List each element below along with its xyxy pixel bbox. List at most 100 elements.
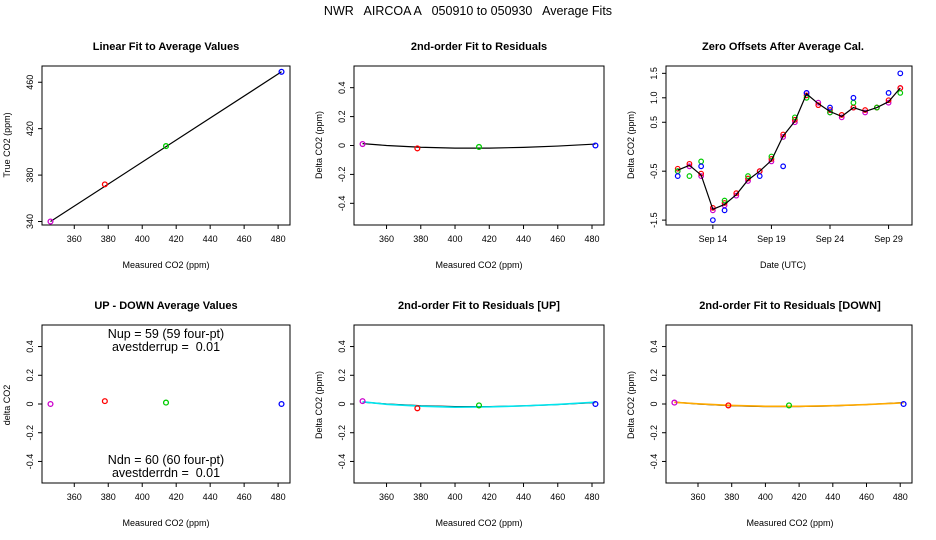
x-tick-label: 380 — [101, 234, 116, 244]
series-point — [815, 99, 822, 106]
x-tick-label: 420 — [482, 234, 497, 244]
data-point — [671, 399, 678, 406]
y-axis-label: delta CO2 — [2, 385, 12, 426]
panel-title: 2nd-order Fit to Residuals [DOWN] — [699, 300, 881, 312]
panel-residual-fit-up: 2nd-order Fit to Residuals [UP] Measured… — [314, 300, 605, 528]
data-point — [414, 145, 421, 152]
x-tick-label: 420 — [482, 492, 497, 502]
data-point — [162, 399, 170, 406]
data-point — [47, 400, 54, 408]
y-axis-label: Delta CO2 (ppm) — [626, 111, 636, 179]
y-tick-label: 0.2 — [649, 369, 659, 382]
x-tick-label: 360 — [67, 234, 82, 244]
x-tick-label: 440 — [516, 234, 531, 244]
y-tick-label: 0.2 — [337, 110, 347, 123]
y-tick-label: 0.4 — [649, 340, 659, 353]
y-tick-label: -0.2 — [337, 425, 347, 441]
x-tick-label: 360 — [379, 492, 394, 502]
x-tick-label: Sep 19 — [757, 234, 786, 244]
series-point — [862, 107, 869, 113]
plot-frame — [41, 65, 291, 226]
x-axis-label: Measured CO2 (ppm) — [435, 260, 522, 270]
x-tick-label: 400 — [448, 234, 463, 244]
series-point — [780, 134, 787, 140]
data-point — [785, 402, 793, 409]
y-tick-label: -0.4 — [649, 454, 659, 470]
fit-line — [674, 401, 904, 408]
data-point — [359, 398, 366, 405]
data-point — [101, 181, 108, 188]
y-tick-label: 0.4 — [25, 340, 35, 353]
series-point — [686, 160, 693, 167]
x-tick-label: 360 — [379, 234, 394, 244]
annotation-avestderrdn: avestderrdn = 0.01 — [112, 466, 220, 480]
y-tick-label: 0 — [25, 401, 35, 406]
y-tick-label: 0.2 — [25, 369, 35, 382]
data-point — [475, 143, 483, 150]
panel-title: 2nd-order Fit to Residuals — [411, 41, 547, 53]
x-tick-label: 480 — [584, 492, 599, 502]
series-point — [897, 70, 904, 77]
data-point — [414, 405, 421, 412]
y-tick-label: -0.4 — [337, 454, 347, 470]
series-point — [885, 97, 892, 104]
x-axis-label: Measured CO2 (ppm) — [122, 260, 209, 270]
x-tick-label: 400 — [758, 492, 773, 502]
x-tick-label: Sep 24 — [816, 234, 845, 244]
panel-title: UP - DOWN Average Values — [94, 300, 237, 312]
x-tick-label: Sep 14 — [699, 234, 728, 244]
series-point — [674, 173, 681, 179]
data-point — [592, 142, 599, 149]
series-line — [677, 87, 901, 211]
y-tick-label: 0 — [649, 401, 659, 406]
y-tick-label: -0.2 — [337, 167, 347, 183]
series-point — [850, 94, 857, 101]
y-tick-label: -0.4 — [25, 454, 35, 470]
series-point — [873, 104, 880, 111]
panel-zero-offsets: Zero Offsets After Average Cal. Date (UT… — [626, 41, 913, 270]
panel-up-down: UP - DOWN Average Values Measured CO2 (p… — [2, 300, 291, 528]
series-point — [721, 207, 728, 214]
y-tick-label: -0.2 — [649, 425, 659, 441]
data-point — [592, 400, 599, 408]
y-axis-label: Delta CO2 (ppm) — [626, 371, 636, 439]
panel-linear-fit: Linear Fit to Average Values Measured CO… — [2, 41, 291, 270]
y-axis-label: Delta CO2 (ppm) — [314, 111, 324, 179]
series-point — [827, 104, 833, 111]
x-tick-label: 480 — [584, 234, 599, 244]
y-tick-label: 460 — [25, 75, 35, 90]
series-point — [698, 173, 705, 179]
series-point — [838, 114, 845, 121]
y-tick-label: 0.2 — [337, 369, 347, 382]
x-tick-label: 460 — [237, 234, 252, 244]
x-tick-label: 440 — [516, 492, 531, 502]
data-point — [162, 143, 170, 150]
data-point — [278, 400, 285, 408]
figure-title: NWR AIRCOA A 050910 to 050930 Average Fi… — [324, 4, 612, 18]
x-axis-label: Measured CO2 (ppm) — [746, 518, 833, 528]
x-tick-label: 460 — [859, 492, 874, 502]
annotation-ndn: Ndn = 60 (60 four-pt) — [108, 453, 224, 467]
x-axis-label: Date (UTC) — [760, 260, 806, 270]
series-point — [698, 163, 705, 170]
x-tick-label: 360 — [690, 492, 705, 502]
series-point — [709, 217, 716, 224]
data-point — [475, 402, 483, 409]
plot-frame — [665, 65, 913, 226]
x-tick-label: 360 — [67, 492, 82, 502]
x-tick-label: 460 — [550, 492, 565, 502]
series-point — [885, 90, 892, 96]
series-point — [698, 158, 705, 165]
annotation-nup: Nup = 59 (59 four-pt) — [108, 327, 224, 341]
x-tick-label: 400 — [135, 492, 150, 502]
x-tick-label: 400 — [135, 234, 150, 244]
fit-line — [50, 71, 282, 223]
x-tick-label: 460 — [550, 234, 565, 244]
x-tick-label: 400 — [448, 492, 463, 502]
x-axis-label: Measured CO2 (ppm) — [435, 518, 522, 528]
fit-line — [362, 143, 596, 149]
data-point — [725, 402, 732, 409]
fit-line — [362, 401, 596, 408]
data-point — [900, 400, 907, 408]
series-point — [780, 163, 787, 170]
